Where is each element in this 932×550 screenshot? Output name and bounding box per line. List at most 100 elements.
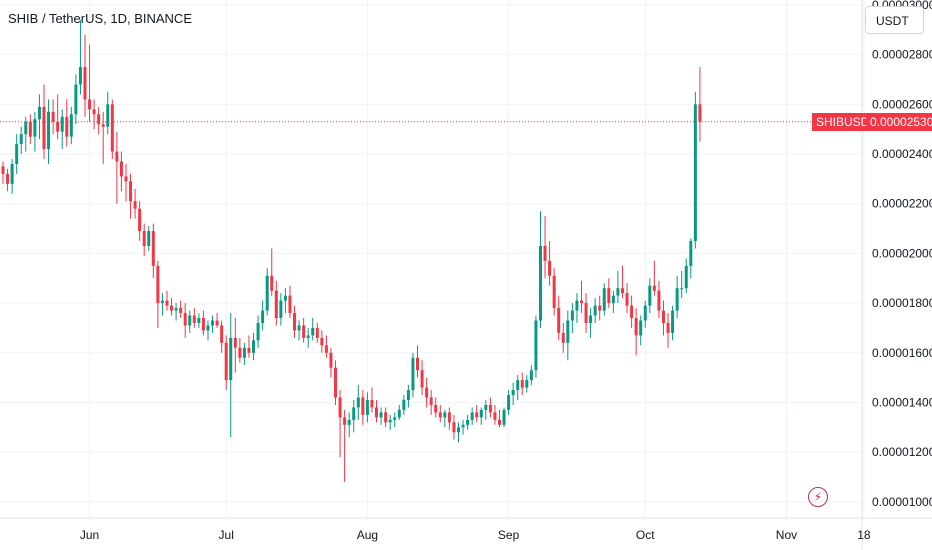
candle bbox=[156, 260, 160, 328]
candle bbox=[457, 422, 460, 443]
candle bbox=[675, 275, 679, 319]
currency-button[interactable]: USDT bbox=[865, 6, 924, 34]
candle-body bbox=[575, 300, 579, 311]
candle bbox=[425, 377, 429, 408]
candle bbox=[238, 337, 242, 363]
candle-body bbox=[529, 370, 533, 381]
candle bbox=[97, 106, 101, 135]
lightning-bolt-icon[interactable]: ⚡ bbox=[808, 487, 828, 507]
candle-body bbox=[598, 305, 602, 311]
candle-body bbox=[324, 345, 328, 353]
candle-body bbox=[233, 337, 237, 348]
candle-body bbox=[133, 201, 137, 209]
candle-body bbox=[24, 121, 28, 135]
candle bbox=[293, 305, 297, 338]
candle-body bbox=[142, 231, 146, 246]
candle bbox=[584, 293, 588, 333]
candle bbox=[361, 390, 365, 425]
candle bbox=[402, 395, 406, 415]
candle bbox=[42, 84, 46, 160]
candle-body bbox=[365, 399, 369, 415]
candle-body bbox=[620, 288, 624, 294]
candle bbox=[534, 315, 538, 378]
candle-body bbox=[648, 285, 652, 306]
candle bbox=[598, 295, 602, 321]
candle bbox=[306, 327, 310, 348]
candle bbox=[242, 342, 246, 366]
price-tick-label: 0.00001200 bbox=[872, 445, 932, 459]
candle bbox=[220, 320, 224, 353]
candle-body bbox=[156, 265, 160, 304]
candle-body bbox=[51, 111, 55, 122]
candle-body bbox=[393, 417, 397, 420]
candle-body bbox=[461, 424, 465, 428]
candle-body bbox=[630, 305, 634, 319]
candle-body bbox=[10, 163, 14, 184]
candle bbox=[548, 240, 552, 286]
candle-body bbox=[538, 245, 542, 321]
candle-body bbox=[179, 308, 183, 314]
price-tick-label: 0.00001000 bbox=[872, 495, 932, 509]
candle bbox=[511, 382, 515, 405]
candle bbox=[315, 322, 319, 343]
candle bbox=[183, 303, 187, 338]
candle-body bbox=[165, 300, 169, 306]
candle bbox=[302, 318, 306, 343]
candle-body bbox=[593, 305, 597, 316]
candle bbox=[311, 318, 315, 341]
candle-body bbox=[28, 121, 32, 137]
candle-body bbox=[1, 166, 5, 174]
candle-body bbox=[119, 161, 123, 177]
candle-body bbox=[420, 370, 424, 388]
candle-body bbox=[83, 67, 87, 100]
price-tick-label: 0.00002800 bbox=[872, 48, 932, 62]
candle-body bbox=[561, 332, 565, 343]
candle-body bbox=[611, 295, 615, 304]
price-tick-label: 0.00001600 bbox=[872, 346, 932, 360]
candle bbox=[593, 298, 597, 323]
candle bbox=[557, 295, 561, 341]
candle bbox=[1, 161, 5, 184]
candle bbox=[60, 109, 64, 150]
candle bbox=[283, 288, 287, 314]
candle bbox=[129, 173, 133, 219]
candle bbox=[406, 385, 410, 408]
candle-body bbox=[634, 318, 638, 336]
candle bbox=[78, 19, 82, 95]
candle bbox=[579, 280, 583, 314]
candle bbox=[261, 300, 265, 331]
candle bbox=[174, 303, 178, 321]
candle-body bbox=[247, 347, 251, 353]
candle bbox=[502, 407, 506, 428]
candle-body bbox=[229, 337, 233, 381]
symbol-title: SHIB / TetherUS, 1D, BINANCE bbox=[8, 11, 192, 26]
candle bbox=[589, 308, 593, 338]
candle bbox=[684, 258, 688, 294]
candle-body bbox=[97, 114, 101, 125]
candle-body bbox=[138, 208, 142, 232]
candle bbox=[452, 414, 456, 440]
price-axis[interactable]: 0.00001000 0.00001200 0.00001400 0.00001600… bbox=[872, 0, 932, 509]
candle bbox=[338, 390, 342, 458]
candle-body bbox=[643, 305, 647, 321]
candle-body bbox=[160, 300, 164, 304]
candle-body bbox=[65, 116, 69, 137]
candle bbox=[343, 409, 347, 482]
candle bbox=[397, 404, 401, 420]
candle bbox=[388, 414, 392, 430]
candle-body bbox=[311, 327, 315, 336]
candle bbox=[416, 345, 420, 378]
candle bbox=[680, 270, 684, 299]
candle-body bbox=[197, 318, 201, 323]
candles-layer bbox=[1, 19, 702, 482]
candle bbox=[179, 300, 183, 319]
candle-body bbox=[220, 325, 224, 343]
time-axis[interactable]: Jun Jul Aug Sep Oct Nov 18 bbox=[80, 528, 871, 542]
candle bbox=[15, 134, 19, 174]
candle bbox=[434, 397, 438, 418]
candle bbox=[142, 223, 146, 256]
candle bbox=[693, 91, 697, 249]
candle-body bbox=[279, 300, 283, 319]
candle bbox=[466, 414, 470, 430]
